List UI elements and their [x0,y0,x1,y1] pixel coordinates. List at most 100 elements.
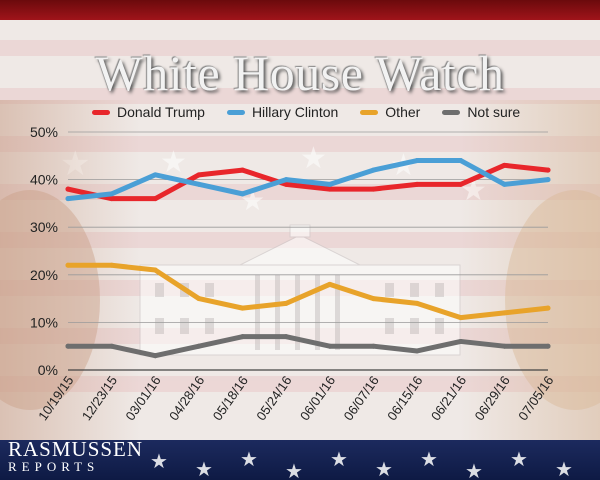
data-point-other [109,262,115,268]
svg-text:★: ★ [300,141,327,176]
x-tick-label: 06/29/16 [472,373,513,423]
data-point-trump [545,167,551,173]
svg-text:★: ★ [160,145,187,180]
x-tick-label: 06/21/16 [428,373,469,423]
series-line-clinton [65,158,551,202]
svg-text:★: ★ [510,447,528,471]
data-point-other [458,315,464,321]
x-tick-label: 12/23/15 [79,373,120,423]
legend-item-not-sure: Not sure [442,104,520,120]
data-point-trump [370,186,376,192]
data-point-clinton [240,191,246,197]
y-tick-label: 20% [30,267,58,283]
x-tick-label: 10/19/15 [35,373,76,423]
legend-label-other: Other [385,104,421,120]
data-point-clinton [370,167,376,173]
data-point-other [240,305,246,311]
y-tick-label: 50% [30,124,58,140]
data-point-other [414,300,420,306]
data-point-clinton [501,181,507,187]
legend-swatch-trump [92,109,110,115]
x-tick-label: 04/28/16 [166,373,207,423]
x-tick-label: 06/15/16 [384,373,425,423]
rasmussen-logo: RASMUSSEN REPORTS [8,438,143,474]
svg-text:★: ★ [420,447,438,471]
svg-text:★: ★ [285,459,303,480]
legend-swatch-clinton [226,109,245,115]
y-tick-label: 10% [30,314,58,330]
data-point-trump [196,172,202,178]
data-point-clinton [196,181,202,187]
data-point-trump [109,196,115,202]
data-point-not-sure [545,343,551,349]
legend-label-not-sure: Not sure [467,104,521,120]
chart-title: White House Watch [95,45,505,101]
svg-text:★: ★ [375,457,393,480]
data-point-clinton [414,158,420,164]
data-point-not-sure [196,343,202,349]
data-point-other [501,310,507,316]
data-point-not-sure [501,343,507,349]
data-point-other [65,262,71,268]
data-point-clinton [327,181,333,187]
svg-text:★: ★ [465,459,483,480]
data-point-other [196,296,202,302]
legend-label-clinton: Hillary Clinton [251,104,339,120]
logo-text-bottom: REPORTS [8,459,100,474]
data-point-other [327,281,333,287]
x-tick-label: 06/01/16 [297,373,338,423]
y-tick-label: 30% [30,219,58,235]
data-point-clinton [65,196,71,202]
y-tick-label: 40% [30,172,58,188]
x-tick-label: 06/07/16 [341,373,382,423]
legend-swatch-other [360,109,379,115]
data-point-not-sure [152,353,158,359]
y-tick-label: 0% [38,362,58,378]
series-line-trump [65,162,551,202]
x-tick-label: 07/05/16 [515,373,556,423]
data-point-trump [240,167,246,173]
svg-text:★: ★ [330,447,348,471]
svg-text:★: ★ [240,447,258,471]
data-point-clinton [152,172,158,178]
data-point-not-sure [283,334,289,340]
data-point-not-sure [109,343,115,349]
logo-text-top: RASMUSSEN [8,437,144,461]
series-line-not-sure [65,334,551,359]
data-point-clinton [109,191,115,197]
data-point-trump [283,181,289,187]
data-point-not-sure [458,338,464,344]
legend-item-clinton: Hillary Clinton [226,104,339,120]
data-point-not-sure [65,343,71,349]
svg-text:★: ★ [555,457,573,480]
series-line-other [65,262,551,321]
data-point-not-sure [414,348,420,354]
legend-item-other: Other [360,104,420,120]
data-point-clinton [458,158,464,164]
chart-legend: Donald Trump Hillary Clinton Other Not s… [92,104,520,120]
data-point-other [152,267,158,273]
data-point-trump [458,181,464,187]
data-point-not-sure [370,343,376,349]
data-point-not-sure [327,343,333,349]
legend-swatch-not-sure [442,109,461,115]
legend-item-trump: Donald Trump [92,104,205,120]
data-point-trump [65,186,71,192]
svg-text:★: ★ [195,457,213,480]
data-point-not-sure [240,334,246,340]
data-point-trump [327,186,333,192]
x-tick-label: 05/18/16 [210,373,251,423]
data-point-other [283,300,289,306]
legend-label-trump: Donald Trump [117,104,205,120]
data-point-trump [152,196,158,202]
data-point-trump [501,162,507,168]
data-point-trump [414,181,420,187]
data-point-other [370,296,376,302]
data-point-other [545,305,551,311]
x-tick-label: 05/24/16 [253,373,294,423]
data-point-clinton [283,177,289,183]
data-point-clinton [545,177,551,183]
x-tick-label: 03/01/16 [122,373,163,423]
